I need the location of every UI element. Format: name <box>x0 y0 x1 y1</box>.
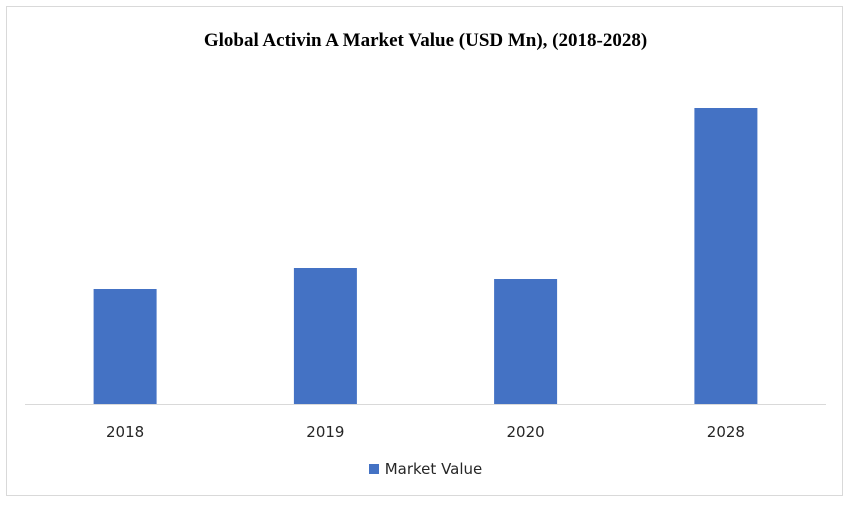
legend-label: Market Value <box>384 460 483 478</box>
bar-2028 <box>694 108 758 404</box>
x-tick-label-2019: 2019 <box>306 423 344 441</box>
x-tick-label-2018: 2018 <box>106 423 144 441</box>
bars-group <box>93 108 758 404</box>
bar-2020 <box>494 279 558 404</box>
bar-2019 <box>293 268 357 404</box>
x-tick-label-2028: 2028 <box>707 423 745 441</box>
x-tick-label-2020: 2020 <box>507 423 545 441</box>
legend-swatch <box>368 464 379 474</box>
legend: Market Value <box>0 460 851 478</box>
bar-2018 <box>93 289 157 404</box>
x-tick-labels: 2018 2019 2020 2028 <box>106 423 745 441</box>
chart-title: Global Activin A Market Value (USD Mn), … <box>203 30 648 51</box>
